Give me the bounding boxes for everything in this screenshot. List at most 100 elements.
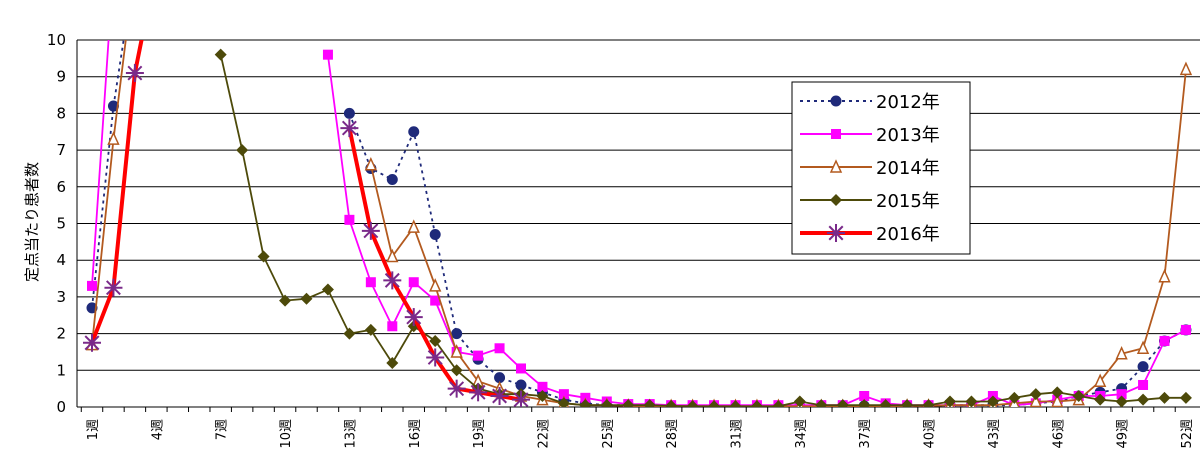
data-point xyxy=(125,64,144,83)
data-point xyxy=(1158,268,1171,283)
data-point xyxy=(429,334,442,347)
data-point xyxy=(622,399,635,407)
data-point xyxy=(830,95,842,107)
data-point xyxy=(1008,391,1021,404)
series-line xyxy=(219,54,1186,407)
data-point xyxy=(1179,391,1192,404)
data-point xyxy=(340,119,359,138)
y-tick-label: 3 xyxy=(56,288,66,306)
data-point xyxy=(1179,61,1193,76)
data-point xyxy=(494,343,505,354)
data-point xyxy=(600,399,613,407)
data-point xyxy=(558,389,569,400)
data-point xyxy=(87,280,97,291)
x-tick-label: 34週 xyxy=(794,419,809,449)
series-line xyxy=(91,40,1187,407)
data-point xyxy=(104,278,123,297)
data-point xyxy=(1093,373,1107,388)
data-point xyxy=(361,221,380,240)
x-tick-label: 25週 xyxy=(601,419,616,449)
data-point xyxy=(214,48,227,61)
data-point xyxy=(944,395,956,407)
data-point-stroke xyxy=(449,381,465,397)
x-tick-label: 4週 xyxy=(150,419,165,440)
data-point xyxy=(473,350,484,361)
data-point xyxy=(729,400,742,407)
series-lines xyxy=(83,40,1193,407)
x-tick-label: 16週 xyxy=(408,419,423,449)
legend-label: 2016年 xyxy=(876,224,940,245)
y-tick-label: 1 xyxy=(56,361,66,379)
x-tick-label: 19週 xyxy=(472,419,487,449)
data-point xyxy=(858,399,871,407)
data-point xyxy=(236,144,249,157)
data-point xyxy=(1158,391,1171,404)
data-point-stroke xyxy=(341,120,357,136)
data-point xyxy=(407,219,420,233)
data-point xyxy=(469,383,488,402)
data-point xyxy=(257,250,270,263)
x-tick-label: 7週 xyxy=(215,419,230,440)
x-tick-label: 10週 xyxy=(279,419,294,449)
data-point xyxy=(512,390,530,407)
y-tick-label: 2 xyxy=(56,325,66,343)
data-point xyxy=(365,277,376,288)
data-point-stroke xyxy=(127,65,143,81)
series-2015年 xyxy=(214,48,1192,407)
data-point-stroke xyxy=(363,223,379,239)
data-point xyxy=(430,295,441,306)
data-point-stroke xyxy=(828,225,844,241)
y-tick-label: 10 xyxy=(47,31,66,49)
data-point xyxy=(450,344,463,358)
data-point xyxy=(1137,361,1149,373)
y-tick-label: 5 xyxy=(56,215,66,233)
series-2016年 xyxy=(83,40,530,407)
x-tick-label: 49週 xyxy=(1116,419,1131,449)
data-point xyxy=(1180,324,1191,335)
data-point xyxy=(1029,393,1042,407)
legend: 2012年 2013年 2014年 2015年 2016年 xyxy=(791,81,971,255)
data-point xyxy=(1159,335,1170,346)
y-tick-label: 4 xyxy=(56,251,66,269)
y-tick-label: 0 xyxy=(56,398,66,416)
data-point xyxy=(386,248,399,263)
data-point xyxy=(364,323,377,336)
data-point xyxy=(827,224,845,242)
data-point xyxy=(1029,388,1042,401)
data-point xyxy=(537,381,548,392)
legend-item: 2016年 xyxy=(800,224,940,245)
data-point-stroke xyxy=(427,349,443,365)
data-point xyxy=(1136,340,1150,355)
data-point xyxy=(490,386,509,405)
axes: 0 1 2 3 4 5 6 7 8 9 10 1週 4週 7週 10週 13週 16週 19週 22週 25週 28週 3… xyxy=(47,31,1200,449)
x-tick-label: 22週 xyxy=(536,419,551,449)
data-point xyxy=(343,107,355,119)
data-point xyxy=(1138,379,1149,390)
data-point xyxy=(879,399,892,407)
data-point xyxy=(836,399,849,407)
data-point xyxy=(579,399,592,407)
data-point xyxy=(386,356,399,369)
data-point xyxy=(450,364,463,377)
data-point xyxy=(344,214,355,225)
data-point xyxy=(404,308,423,327)
data-point xyxy=(429,229,441,241)
data-point xyxy=(343,327,356,340)
series-line xyxy=(91,40,1187,407)
data-point xyxy=(772,400,785,407)
x-tick-label: 46週 xyxy=(1051,419,1066,449)
data-point-stroke xyxy=(105,280,121,296)
x-tick-label: 28週 xyxy=(665,419,680,449)
data-point xyxy=(829,159,843,173)
data-point xyxy=(536,389,549,402)
legend-label: 2013年 xyxy=(876,125,940,146)
data-point xyxy=(386,173,398,185)
data-point xyxy=(107,131,120,145)
x-tick-label: 43週 xyxy=(987,419,1002,449)
data-point-stroke xyxy=(513,392,529,407)
data-point xyxy=(383,271,402,290)
legend-label: 2015年 xyxy=(876,191,940,212)
x-tick-label: 31週 xyxy=(730,419,745,449)
data-point xyxy=(643,399,656,407)
